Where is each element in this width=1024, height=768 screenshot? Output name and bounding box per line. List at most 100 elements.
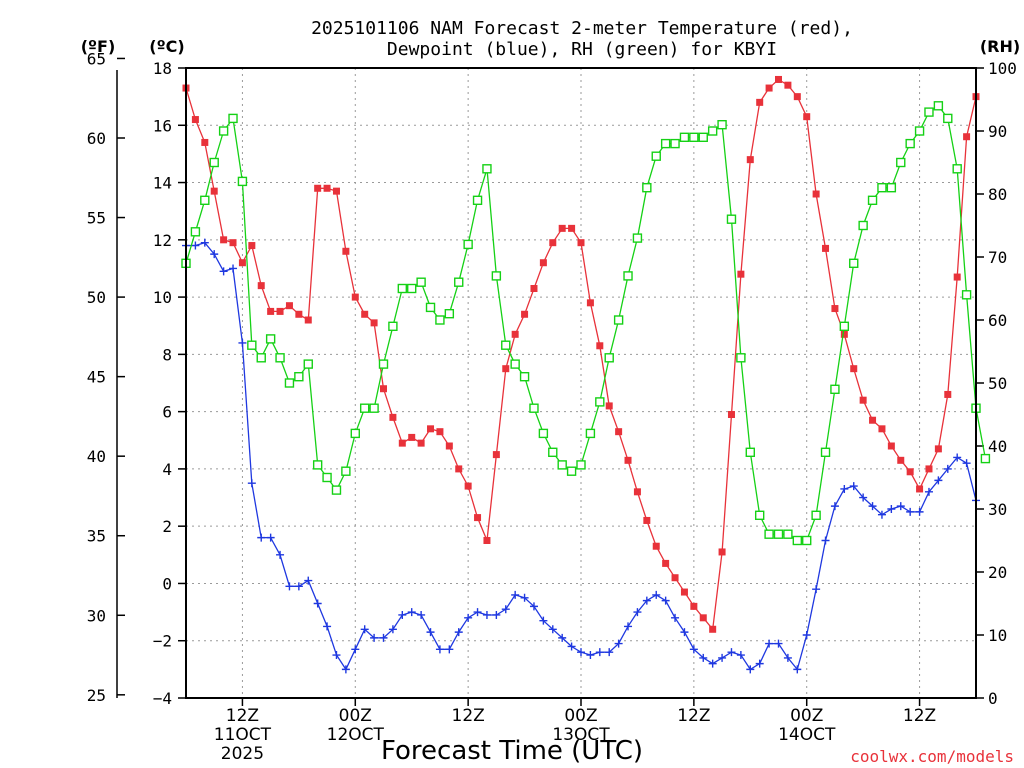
rh-point [773,529,784,539]
temperature-point [408,433,416,441]
dewpoint-point [426,628,435,637]
rh-point [566,466,577,476]
time-tick-label: 12Z [226,706,259,726]
temperature-point [332,187,340,195]
celsius-tick-label: 10 [153,288,172,307]
dewpoint-point [454,628,463,637]
dewpoint-point [868,502,877,511]
time-tick-label: 00Z [790,706,823,726]
rh-point [839,321,850,331]
temperature-point [671,574,679,582]
dewpoint-point [577,648,585,657]
temperature-point [605,402,613,410]
dewpoint-point [624,622,633,631]
rh-tick-label: 80 [988,185,1007,204]
rh-point [830,384,840,394]
dewpoint-point [332,651,341,660]
dewpoint-point [642,596,651,605]
dewpoint-point [285,582,294,591]
rh-point [388,321,398,331]
dewpoint-line [186,241,977,671]
temperature-point [887,442,895,450]
dewpoint-point [238,338,247,347]
dewpoint-point [388,625,397,634]
dewpoint-point [379,633,388,642]
dewpoint-point [614,639,623,648]
temperature-point [746,156,754,164]
rh-point [519,372,530,382]
temperature-point [389,413,397,421]
fahrenheit-axis-ticks: 25 30 35 40 45 50 55 60 65 [87,49,125,705]
fahrenheit-tick-label: 25 [87,686,106,705]
rh-point [754,510,765,520]
rh-point [275,353,285,363]
dewpoint-point [962,459,971,468]
rh-point [435,315,445,325]
dewpoint-point [210,250,219,259]
celsius-tick-label: 4 [162,460,172,479]
rh-point [294,372,304,382]
dewpoint-point [219,267,228,276]
rh-point [237,176,248,187]
celsius-unit-label: (ºC) [149,37,184,56]
rh-point [961,290,972,300]
time-tick-label: 12OCT [327,725,385,745]
temperature-point [718,548,726,556]
rh-point [632,233,643,243]
dewpoint-point [821,536,830,545]
dewpoint-point [830,502,839,511]
rh-series [181,101,991,546]
dewpoint-point [492,610,501,619]
dewpoint-point [539,616,548,625]
time-tick-label: 00Z [339,706,372,726]
temperature-point [906,468,914,476]
rh-point [651,151,661,161]
dewpoint-point [680,628,689,637]
temperature-point [831,305,839,313]
rh-point [613,315,624,325]
rh-point [322,472,332,483]
dewpoint-point [699,653,708,662]
chart-title-line-1: 2025101106 NAM Forecast 2-meter Temperat… [311,18,853,39]
rh-point [407,283,417,294]
temperature-point [351,293,359,301]
temperature-point [304,316,312,324]
credit-link[interactable]: coolwx.com/models [850,747,1014,766]
temperature-point [445,442,453,450]
dewpoint-point [247,479,256,488]
dewpoint-point [746,665,755,674]
celsius-tick-label: 2 [162,517,172,536]
rh-point [576,460,586,470]
temperature-point [398,439,406,447]
rh-point [378,359,389,369]
rh-point [595,397,605,407]
temperature-point [765,84,773,92]
temperature-point [558,224,566,232]
time-tick-label: 12Z [452,706,485,726]
temperature-point [699,614,707,622]
rh-unit-label: (RH) [980,37,1020,56]
dewpoint-point [633,608,642,617]
rh-point [529,403,539,413]
temperature-point [568,224,576,232]
temperature-point [737,270,745,278]
dewpoint-point [266,533,275,542]
temperature-point [295,310,303,318]
dewpoint-point [548,625,557,634]
temperature-point [784,81,792,89]
rh-point [736,353,746,363]
dewpoint-point [435,645,444,654]
dewpoint-point [915,507,924,516]
rh-point [707,126,718,136]
rh-point [698,132,708,143]
temperature-point [859,396,867,404]
rh-point [623,271,633,281]
rh-tick-label: 50 [988,374,1007,393]
x-axis-title: Forecast Time (UTC) [381,736,643,766]
rh-point [463,239,473,250]
dewpoint-point [859,493,868,502]
temperature-point [257,282,265,290]
rh-point [538,428,549,439]
rh-tick-label: 20 [988,563,1007,582]
dewpoint-point [652,590,661,599]
